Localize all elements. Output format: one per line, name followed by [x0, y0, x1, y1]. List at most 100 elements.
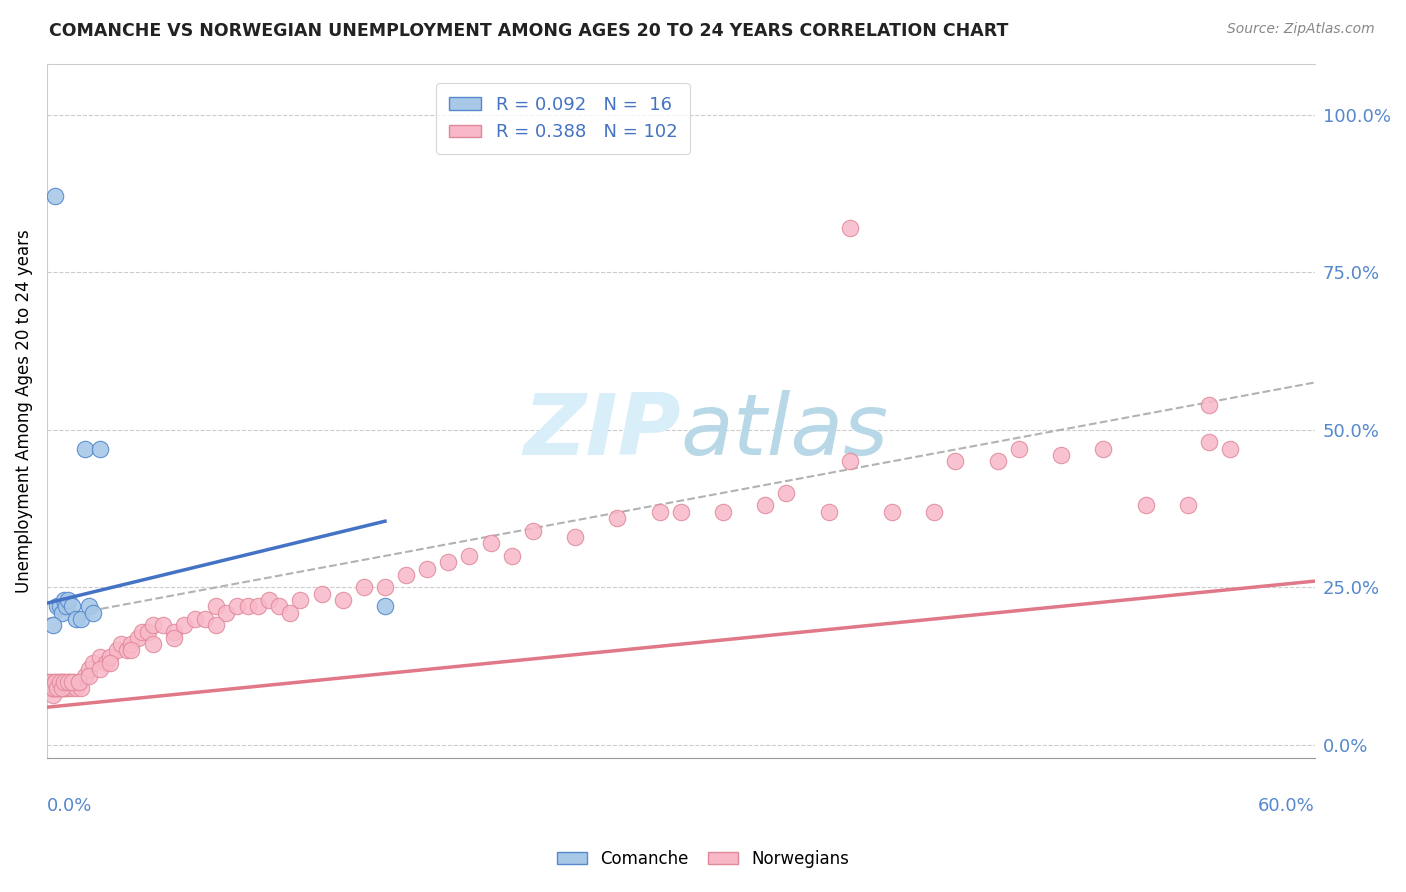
Point — [73, 442, 96, 456]
Point — [60, 675, 83, 690]
Point — [51, 681, 73, 696]
Y-axis label: Unemployment Among Ages 20 to 24 years: Unemployment Among Ages 20 to 24 years — [15, 229, 32, 593]
Point — [247, 599, 270, 614]
Point — [82, 606, 104, 620]
Point — [44, 189, 66, 203]
Point — [48, 681, 70, 696]
Point — [311, 587, 333, 601]
Point — [89, 649, 111, 664]
Point — [648, 505, 671, 519]
Point — [46, 681, 69, 696]
Point — [278, 606, 301, 620]
Point — [51, 681, 73, 696]
Point — [89, 662, 111, 676]
Point — [1219, 442, 1241, 456]
Point — [120, 643, 142, 657]
Point — [215, 606, 238, 620]
Point — [880, 505, 903, 519]
Point — [775, 486, 797, 500]
Point — [110, 637, 132, 651]
Point — [522, 524, 544, 538]
Point — [236, 599, 259, 614]
Point — [51, 606, 73, 620]
Point — [39, 681, 62, 696]
Point — [711, 505, 734, 519]
Point — [501, 549, 523, 563]
Point — [1050, 448, 1073, 462]
Point — [48, 675, 70, 690]
Text: atlas: atlas — [681, 390, 889, 473]
Point — [38, 675, 60, 690]
Point — [205, 618, 228, 632]
Point — [73, 669, 96, 683]
Point — [127, 631, 149, 645]
Point — [82, 656, 104, 670]
Point — [44, 675, 66, 690]
Point — [42, 688, 65, 702]
Text: 60.0%: 60.0% — [1258, 797, 1315, 814]
Point — [65, 612, 87, 626]
Point — [416, 561, 439, 575]
Point — [77, 599, 100, 614]
Point — [52, 593, 75, 607]
Point — [48, 599, 70, 614]
Point — [838, 454, 860, 468]
Point — [89, 442, 111, 456]
Point — [69, 612, 91, 626]
Point — [194, 612, 217, 626]
Point — [65, 681, 87, 696]
Point — [269, 599, 291, 614]
Point — [46, 681, 69, 696]
Point — [257, 593, 280, 607]
Point — [77, 662, 100, 676]
Point — [458, 549, 481, 563]
Point — [163, 624, 186, 639]
Legend: R = 0.092   N =  16, R = 0.388   N = 102: R = 0.092 N = 16, R = 0.388 N = 102 — [436, 84, 690, 153]
Text: 0.0%: 0.0% — [46, 797, 93, 814]
Point — [63, 675, 86, 690]
Point — [42, 681, 65, 696]
Point — [332, 593, 354, 607]
Point — [353, 581, 375, 595]
Point — [987, 454, 1010, 468]
Point — [141, 637, 163, 651]
Point — [105, 643, 128, 657]
Point — [1198, 435, 1220, 450]
Point — [131, 624, 153, 639]
Point — [669, 505, 692, 519]
Point — [606, 511, 628, 525]
Point — [59, 675, 82, 690]
Point — [1092, 442, 1115, 456]
Point — [56, 681, 79, 696]
Point — [120, 637, 142, 651]
Point — [374, 599, 396, 614]
Point — [48, 675, 70, 690]
Point — [77, 669, 100, 683]
Point — [1177, 499, 1199, 513]
Point — [141, 618, 163, 632]
Point — [42, 681, 65, 696]
Point — [395, 567, 418, 582]
Point — [69, 681, 91, 696]
Text: COMANCHE VS NORWEGIAN UNEMPLOYMENT AMONG AGES 20 TO 24 YEARS CORRELATION CHART: COMANCHE VS NORWEGIAN UNEMPLOYMENT AMONG… — [49, 22, 1008, 40]
Point — [437, 555, 460, 569]
Point — [924, 505, 946, 519]
Point — [754, 499, 776, 513]
Point — [56, 675, 79, 690]
Text: Source: ZipAtlas.com: Source: ZipAtlas.com — [1227, 22, 1375, 37]
Point — [60, 681, 83, 696]
Point — [374, 581, 396, 595]
Point — [52, 675, 75, 690]
Point — [55, 599, 77, 614]
Point — [67, 675, 90, 690]
Point — [1198, 398, 1220, 412]
Point — [46, 675, 69, 690]
Point — [115, 643, 138, 657]
Text: ZIP: ZIP — [523, 390, 681, 473]
Point — [1135, 499, 1157, 513]
Point — [56, 593, 79, 607]
Point — [55, 681, 77, 696]
Point — [44, 681, 66, 696]
Point — [98, 649, 121, 664]
Point — [205, 599, 228, 614]
